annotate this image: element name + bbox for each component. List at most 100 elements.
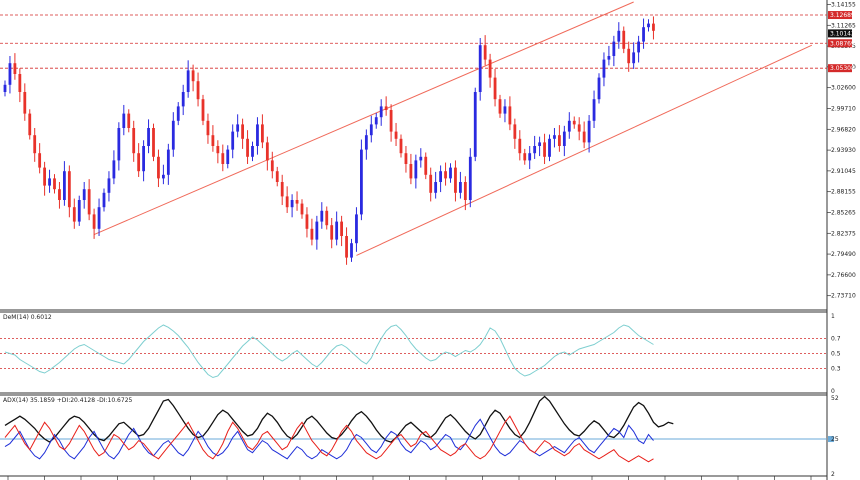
candle-body	[340, 221, 343, 236]
candle-body	[102, 192, 106, 208]
candle-body	[360, 149, 363, 215]
adx-label: ADX(14) 35.1859 +DI:20.4128 -DI:10.6725	[3, 397, 133, 404]
candle-body	[384, 106, 388, 110]
demarker-panel: 1 0.7 0.5 0.3 0	[0, 313, 841, 395]
candle-body	[28, 113, 32, 136]
candle-body	[127, 113, 131, 128]
candle-body	[63, 171, 66, 200]
candle-body	[305, 214, 309, 229]
price-tag-box	[828, 64, 852, 73]
candle-body	[439, 171, 442, 182]
price-tick-label: 2.99710	[831, 105, 856, 112]
candle-body	[38, 153, 42, 168]
price-tick-label: 2.91045	[831, 168, 856, 175]
candle-body	[231, 131, 235, 150]
channel-line	[356, 44, 813, 256]
candle-body	[652, 23, 655, 31]
candle-body	[533, 146, 537, 154]
candle-body	[528, 153, 532, 161]
candle-body	[602, 59, 606, 78]
candle-body	[196, 81, 200, 100]
price-tags: 3.12689 3.10142 3.08769 3.05308	[828, 11, 855, 73]
candle-body	[226, 149, 230, 164]
candle-body	[449, 167, 452, 179]
candle-body	[97, 207, 101, 229]
candle-body	[162, 174, 165, 179]
candle-body	[23, 92, 27, 114]
candle-body	[48, 178, 51, 186]
candle-body	[394, 131, 398, 139]
candle-body	[290, 200, 294, 208]
price-tick-label: 2.73710	[831, 293, 856, 300]
candle-body	[295, 200, 299, 204]
price-tag-box	[828, 29, 852, 38]
demarker-tick-label: 0.7	[831, 336, 841, 343]
candle-body	[548, 138, 551, 157]
candle-body	[493, 77, 497, 100]
candle-body	[166, 149, 170, 175]
candle-body	[87, 189, 91, 215]
candle-body	[404, 153, 408, 164]
candle-body	[498, 99, 502, 114]
candle-body	[107, 178, 111, 193]
candle-body	[265, 142, 269, 161]
di-minus-line	[4, 415, 654, 463]
candle-body	[206, 120, 210, 136]
demarker-tick-label: 0	[831, 388, 835, 395]
candle-body	[67, 171, 71, 208]
candle-body	[122, 113, 126, 128]
candle-body	[330, 225, 334, 240]
candle-body	[523, 153, 527, 161]
candle-body	[142, 146, 145, 172]
candle-body	[444, 171, 447, 179]
candle-body	[553, 135, 556, 139]
price-tick-label: 3.11265	[831, 22, 856, 29]
demarker-tick-label: 0.5	[831, 351, 841, 358]
demarker-line	[4, 324, 654, 379]
candle-body	[587, 120, 591, 143]
candle-body	[320, 210, 324, 222]
demarker-tick-label: 0.3	[831, 366, 841, 373]
candle-body	[77, 200, 81, 222]
candle-body	[236, 124, 240, 132]
candle-body	[3, 84, 7, 92]
adx-tick-label: 2	[831, 471, 835, 478]
candle-body	[18, 74, 22, 92]
channel-line	[93, 1, 634, 236]
price-tick-label: 2.76600	[831, 272, 856, 279]
candlestick-series	[3, 16, 655, 265]
candle-body	[558, 135, 561, 146]
demarker-tick-label: 1	[831, 313, 835, 320]
candle-body	[592, 99, 596, 121]
candle-body	[389, 110, 393, 132]
candle-body	[211, 135, 215, 146]
candle-body	[43, 167, 46, 186]
price-tick-label: 2.88155	[831, 189, 856, 196]
price-tick-label: 2.85265	[831, 209, 856, 216]
candle-body	[607, 56, 611, 60]
price-tick-label: 3.14155	[831, 1, 856, 8]
adx-tick-label: 25	[831, 436, 839, 443]
candle-body	[488, 59, 492, 78]
channel-lines[interactable]	[93, 1, 813, 256]
candle-body	[409, 164, 413, 179]
price-tick-label: 2.82375	[831, 230, 856, 237]
candle-body	[567, 120, 571, 132]
candle-body	[582, 131, 586, 143]
candle-body	[419, 156, 423, 161]
candle-body	[315, 221, 319, 240]
price-tag-label: 3.05308	[830, 65, 855, 72]
candle-body	[270, 160, 274, 172]
candle-body	[261, 124, 264, 143]
candle-body	[280, 182, 284, 197]
price-tag-box	[828, 39, 852, 48]
candle-body	[152, 128, 155, 157]
candle-body	[246, 138, 249, 157]
price-tag-label: 3.10142	[830, 30, 855, 37]
adx-level-marker	[828, 436, 834, 443]
candle-body	[374, 117, 378, 125]
candle-body	[132, 128, 136, 154]
time-axis-ticks	[7, 476, 812, 480]
